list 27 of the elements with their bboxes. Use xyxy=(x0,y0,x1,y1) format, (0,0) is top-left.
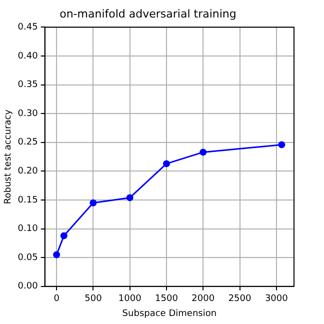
x-tick-label: 0 xyxy=(54,294,60,304)
point xyxy=(126,194,134,202)
y-tick-label: 0.25 xyxy=(18,138,38,148)
point xyxy=(200,148,207,156)
point xyxy=(162,160,170,168)
point xyxy=(278,141,286,148)
y-tick-label: 0.15 xyxy=(18,195,38,206)
y-tick-label: 0.40 xyxy=(18,51,38,62)
y-axis-title: Robust test accuracy xyxy=(4,108,14,204)
y-tick-label: 0.00 xyxy=(18,282,38,292)
x-tick-label: 3000 xyxy=(264,294,288,304)
point xyxy=(90,199,97,206)
point xyxy=(53,251,60,258)
x-axis-title: Subspace Dimension xyxy=(122,308,217,319)
x-tick-label: 500 xyxy=(84,294,102,304)
x-tick-label: 2000 xyxy=(192,294,215,304)
y-tick-label: 0.10 xyxy=(18,224,38,234)
chart-title: on-manifold adversarial training xyxy=(60,7,236,20)
y-tick-label: 0.05 xyxy=(18,252,38,263)
y-tick-label: 0.30 xyxy=(18,108,38,119)
y-tick-label: 0.20 xyxy=(18,166,38,177)
point xyxy=(60,232,68,240)
x-tick-label: 1000 xyxy=(118,294,142,304)
x-tick-label: 1500 xyxy=(155,294,178,304)
x-tick-label: 2500 xyxy=(228,294,252,304)
y-tick-label: 0.35 xyxy=(18,80,38,90)
y-tick-label: 0.45 xyxy=(18,22,38,33)
